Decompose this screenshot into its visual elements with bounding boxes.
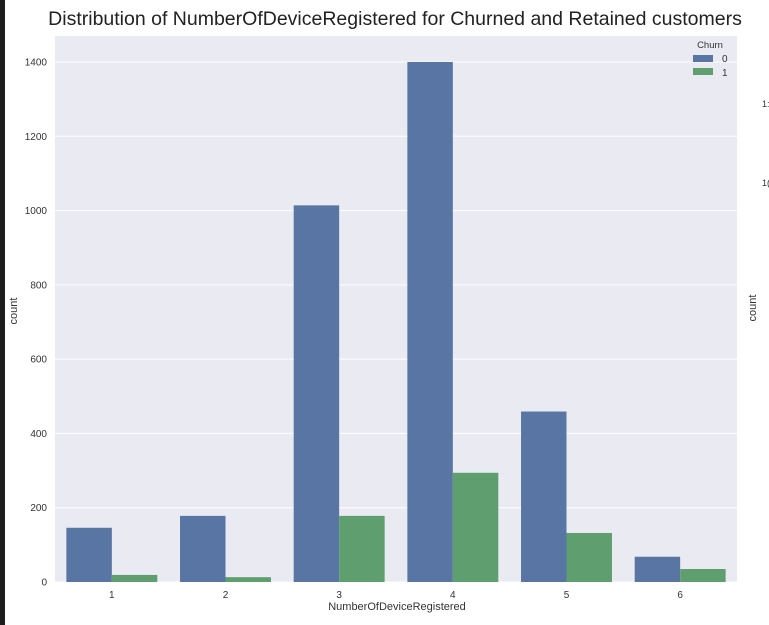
legend-swatch-churn-1	[693, 68, 713, 75]
y-tick-label: 1400	[25, 58, 48, 69]
x-tick-label: 4	[450, 590, 456, 601]
y-tick-labels: 0 200 400 600 800 1000 1200 1400	[25, 58, 48, 589]
bar-churn-1-cat-6	[680, 569, 726, 582]
legend-label-churn-0: 0	[722, 54, 728, 65]
y-tick-label: 1200	[25, 132, 48, 143]
bar-churn-1-cat-2	[225, 577, 271, 582]
chart-title: Distribution of NumberOfDeviceRegistered…	[48, 8, 742, 30]
y-axis-label: count	[8, 298, 20, 325]
y-tick-label: 400	[30, 429, 47, 440]
gridlines	[55, 61, 737, 583]
x-tick-label: 6	[677, 590, 683, 601]
bar-churn-1-cat-5	[566, 532, 612, 582]
legend-swatch-churn-0	[693, 55, 713, 62]
plot-background	[55, 36, 737, 582]
adjacent-chart-tick-fragment: 1:	[762, 99, 769, 109]
bar-churn-1-cat-4	[452, 472, 499, 582]
y-tick-label: 800	[30, 280, 47, 291]
adjacent-chart-y-label: count	[747, 295, 759, 322]
x-tick-label: 5	[564, 590, 570, 601]
bar-churn-0-cat-2	[180, 515, 226, 582]
bar-churn-1-cat-3	[339, 515, 385, 582]
bar-churn-0-cat-3	[293, 205, 340, 582]
legend-label-churn-1: 1	[722, 68, 728, 79]
adjacent-chart-tick-fragment: 1(	[762, 178, 769, 188]
x-tick-label: 3	[336, 590, 342, 601]
legend-title: Churn	[697, 40, 723, 51]
bar-churn-0-cat-5	[521, 411, 567, 582]
x-tick-labels: 1 2 3 4 5 6	[109, 590, 683, 601]
x-axis-label: NumberOfDeviceRegistered	[328, 601, 466, 613]
x-tick-label: 2	[223, 590, 229, 601]
legend: Churn 0 1	[693, 40, 728, 79]
y-tick-label: 0	[41, 578, 47, 589]
bar-churn-0-cat-4	[407, 62, 453, 582]
bar-churn-1-cat-1	[111, 574, 158, 582]
left-edge-strip	[0, 0, 5, 625]
bar-churn-0-cat-6	[634, 556, 681, 582]
y-tick-label: 600	[30, 355, 47, 366]
y-tick-label: 200	[30, 503, 47, 514]
bars	[66, 62, 726, 582]
x-tick-label: 1	[109, 590, 115, 601]
bar-churn-0-cat-1	[66, 527, 112, 582]
y-tick-label: 1000	[25, 206, 48, 217]
